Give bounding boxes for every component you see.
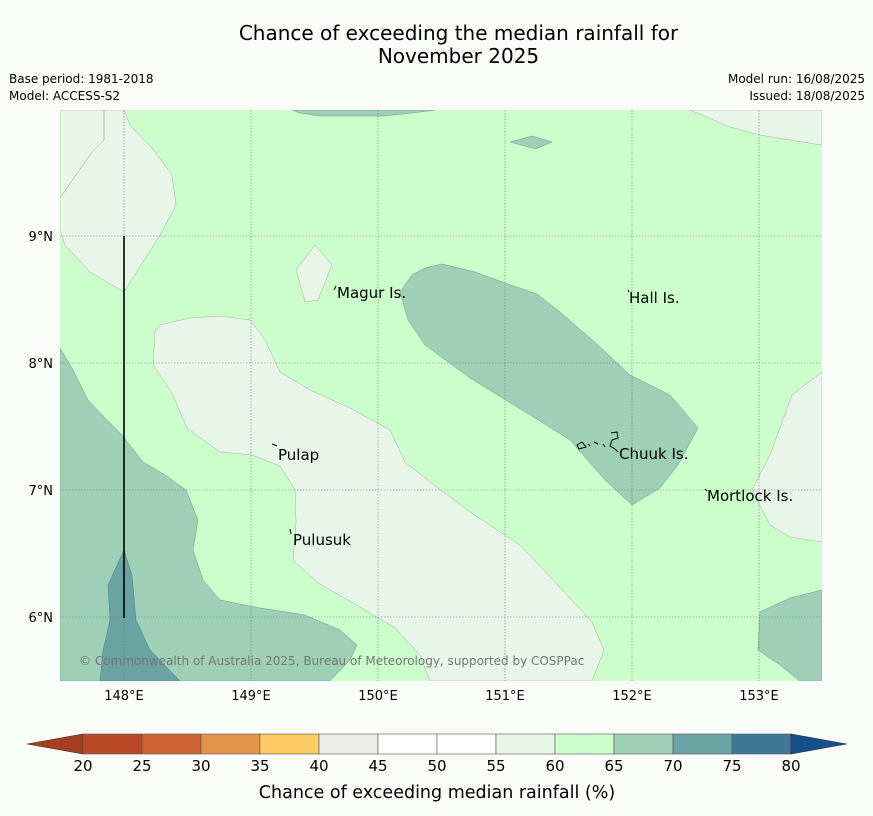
map-title: Chance of exceeding the median rainfall …	[0, 22, 873, 68]
island-shapes	[271, 285, 708, 535]
colorbar-segment-55	[495, 733, 556, 755]
lon-tick-153: 153°E	[739, 689, 779, 704]
title-line-1: Chance of exceeding the median rainfall …	[238, 21, 679, 45]
colorbar-tick-75: 75	[722, 757, 741, 775]
place-pulap: Pulap	[278, 446, 319, 464]
colorbar-segment-60	[554, 733, 615, 755]
region-55-60-northwest	[60, 110, 177, 293]
lat-tick-6: 6°N	[29, 611, 54, 626]
colorbar: 20 25 30 35 40 45 50 55 60 65 70 75 80	[26, 733, 848, 775]
base-period: Base period: 1981-2018	[9, 72, 154, 86]
colorbar-extend-low	[26, 733, 84, 755]
model-name: Model: ACCESS-S2	[9, 89, 121, 103]
region-65-70-southeast	[757, 589, 822, 681]
colorbar-tick-45: 45	[368, 757, 387, 775]
colorbar-tick-40: 40	[309, 757, 328, 775]
colorbar-segment-35	[259, 733, 320, 755]
region-55-60-east	[751, 371, 822, 543]
region-65-70-islet	[509, 135, 553, 150]
colorbar-tick-65: 65	[604, 757, 623, 775]
colorbar-segment-65	[613, 733, 674, 755]
colorbar-tick-30: 30	[191, 757, 210, 775]
colorbar-segment-75	[731, 733, 792, 755]
lon-tick-150: 150°E	[358, 689, 398, 704]
place-chuuk: Chuuk Is.	[619, 445, 688, 463]
lat-tick-7: 7°N	[29, 484, 54, 499]
region-70-75-south	[99, 549, 181, 681]
colorbar-tick-35: 35	[250, 757, 269, 775]
title-line-2: November 2025	[377, 44, 540, 68]
colorbar-segment-45	[377, 733, 438, 755]
region-55-60-patch	[295, 244, 333, 303]
issued-date: Issued: 18/08/2025	[749, 89, 865, 103]
meta-right: Model run: 16/08/2025 Issued: 18/08/2025	[728, 71, 865, 105]
colorbar-extend-high	[790, 733, 848, 755]
lon-tick-148: 148°E	[104, 689, 144, 704]
place-mortlock: Mortlock Is.	[707, 487, 793, 505]
region-55-60-center	[152, 315, 605, 681]
lat-tick-labels: 9°N 8°N 7°N 6°N	[29, 230, 54, 626]
meta-left: Base period: 1981-2018 Model: ACCESS-S2	[9, 71, 154, 105]
colorbar-tick-55: 55	[486, 757, 505, 775]
colorbar-segment-50	[436, 733, 497, 755]
colorbar-segment-30	[200, 733, 261, 755]
region-65-70-north	[291, 110, 436, 117]
place-pulusuk: Pulusuk	[293, 531, 351, 549]
gridlines	[60, 110, 822, 681]
colorbar-tick-60: 60	[545, 757, 564, 775]
map-area: Magur Is. Hall Is. Pulap Chuuk Is. Mortl…	[60, 110, 822, 681]
model-run: Model run: 16/08/2025	[727, 72, 865, 86]
lon-tick-151: 151°E	[485, 689, 525, 704]
colorbar-tick-25: 25	[132, 757, 151, 775]
colorbar-segment-20	[82, 733, 143, 755]
region-55-60-northeast	[689, 110, 822, 146]
colorbar-tick-70: 70	[663, 757, 682, 775]
colorbar-segment-25	[141, 733, 202, 755]
place-hall: Hall Is.	[629, 289, 680, 307]
colorbar-tick-20: 20	[73, 757, 92, 775]
lat-tick-9: 9°N	[29, 230, 54, 245]
colorbar-segment-70	[672, 733, 733, 755]
lon-tick-149: 149°E	[231, 689, 271, 704]
place-magur: Magur Is.	[337, 284, 406, 302]
lon-tick-labels: 148°E 149°E 150°E 151°E 152°E 153°E	[104, 689, 779, 704]
colorbar-tick-80: 80	[781, 757, 800, 775]
region-65-70-chuuk	[399, 263, 699, 506]
lat-tick-8: 8°N	[29, 357, 54, 372]
colorbar-title: Chance of exceeding median rainfall (%)	[259, 783, 615, 803]
colorbar-tick-50: 50	[427, 757, 446, 775]
lon-tick-152: 152°E	[612, 689, 652, 704]
colorbar-segment-40	[318, 733, 379, 755]
copyright-notice: © Commonwealth of Australia 2025, Bureau…	[79, 654, 584, 668]
